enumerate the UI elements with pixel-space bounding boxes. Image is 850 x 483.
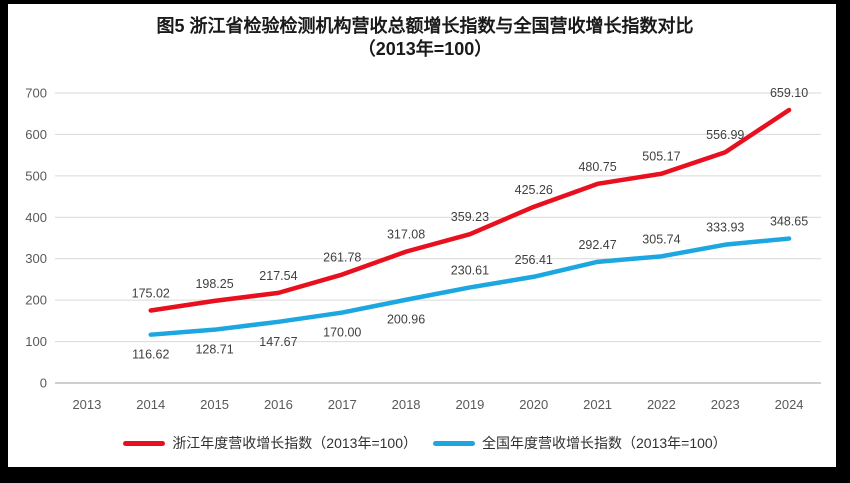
data-label: 659.10: [770, 86, 808, 100]
data-label: 556.99: [706, 128, 744, 142]
legend-item-zhejiang: 浙江年度营收增长指数（2013年=100）: [123, 433, 417, 453]
y-tick-label: 200: [25, 293, 47, 308]
x-tick-label: 2014: [136, 397, 165, 412]
legend-swatch-zhejiang: [123, 440, 166, 446]
data-label: 317.08: [387, 228, 425, 242]
data-label: 230.61: [451, 263, 489, 277]
y-tick-label: 500: [25, 168, 47, 183]
chart-legend: 浙江年度营收增长指数（2013年=100） 全国年度营收增长指数（2013年=1…: [0, 433, 850, 453]
x-tick-label: 2015: [200, 397, 229, 412]
data-label: 480.75: [578, 160, 616, 174]
x-tick-label: 2016: [264, 397, 293, 412]
data-label: 305.74: [642, 232, 680, 246]
data-label: 261.78: [323, 251, 361, 265]
data-label: 292.47: [578, 238, 616, 252]
x-tick-label: 2013: [72, 397, 101, 412]
data-label: 505.17: [642, 150, 680, 164]
chart-background: [8, 4, 836, 467]
data-label: 116.62: [132, 348, 169, 362]
data-label: 217.54: [259, 269, 297, 283]
x-tick-label: 2021: [583, 397, 612, 412]
data-label: 425.26: [515, 183, 553, 197]
data-label: 359.23: [451, 210, 489, 224]
x-tick-label: 2023: [711, 397, 740, 412]
legend-label-national: 全国年度营收增长指数（2013年=100）: [482, 435, 727, 451]
legend-swatch-national: [433, 440, 475, 446]
x-tick-label: 2020: [519, 397, 548, 412]
x-tick-label: 2019: [455, 397, 484, 412]
legend-label-zhejiang: 浙江年度营收增长指数（2013年=100）: [172, 435, 417, 451]
chart-title: 图5 浙江省检验检测机构营收总额增长指数与全国营收增长指数对比 （2013年=1…: [0, 15, 850, 61]
data-label: 175.02: [132, 286, 170, 300]
data-label: 128.71: [195, 343, 233, 357]
data-label: 147.67: [259, 335, 297, 349]
data-label: 198.25: [195, 277, 233, 291]
legend-item-national: 全国年度营收增长指数（2013年=100）: [433, 433, 727, 453]
series-line-national: [148, 236, 792, 337]
data-label: 200.96: [387, 313, 425, 327]
x-tick-label: 2022: [647, 397, 676, 412]
y-tick-label: 100: [25, 334, 47, 349]
data-label: 256.41: [515, 253, 553, 267]
chart-title-line2: （2013年=100）: [357, 39, 493, 59]
y-tick-label: 0: [40, 376, 47, 391]
series-line-zhejiang: [148, 107, 792, 313]
data-label: 333.93: [706, 221, 744, 235]
y-tick-label: 600: [25, 127, 47, 142]
y-tick-label: 700: [25, 86, 47, 101]
chart-title-line1: 图5 浙江省检验检测机构营收总额增长指数与全国营收增长指数对比: [156, 16, 694, 36]
y-tick-label: 300: [25, 251, 47, 266]
x-tick-label: 2017: [328, 397, 357, 412]
data-label: 170.00: [323, 326, 361, 340]
y-tick-label: 400: [25, 210, 47, 225]
x-tick-label: 2024: [775, 397, 804, 412]
data-label: 348.65: [770, 215, 808, 229]
x-tick-label: 2018: [392, 397, 421, 412]
